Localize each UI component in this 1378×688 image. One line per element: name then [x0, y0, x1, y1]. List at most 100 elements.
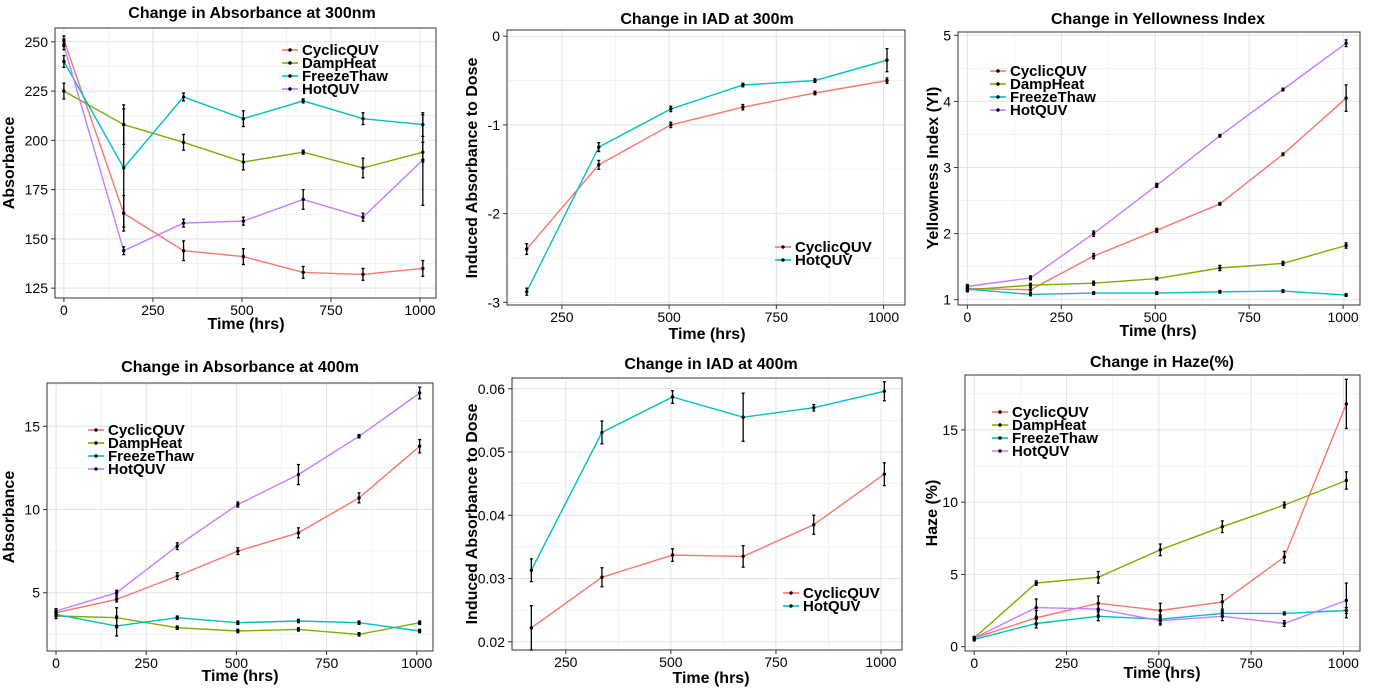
chart-title: Change in IAD at 300m: [620, 11, 793, 28]
data-point: [1281, 87, 1285, 92]
y-tick-label: 125: [25, 280, 49, 296]
x-tick-label: 750: [315, 655, 339, 671]
data-point: [670, 553, 675, 557]
legend-marker: [998, 449, 1002, 453]
data-point: [1344, 402, 1349, 406]
legend-label: CyclicQUV: [108, 422, 185, 439]
data-point: [296, 531, 301, 535]
legend-marker: [996, 108, 1000, 112]
legend-label: FreezeThaw: [108, 448, 194, 465]
data-point: [421, 266, 425, 271]
y-tick-label: 5: [32, 585, 40, 601]
y-tick-label: 0: [492, 28, 500, 44]
data-point: [54, 609, 58, 613]
series-line: [530, 473, 885, 629]
data-point: [1282, 503, 1287, 507]
x-tick-label: 750: [1237, 309, 1261, 325]
y-tick-label: 225: [25, 83, 49, 99]
data-point: [1281, 261, 1285, 266]
x-tick-label: 1000: [865, 654, 896, 670]
chart-panel-3: 0 250 500 750 1000 1 2 3 4 5 Change in Yellowness …: [925, 11, 1361, 340]
legend-label: CyclicQUV: [302, 42, 379, 59]
legend-label: CyclicQUV: [803, 585, 880, 602]
series-line: [530, 390, 885, 571]
data-point: [669, 107, 673, 111]
y-tick-label: 15: [24, 418, 40, 434]
y-tick-label: 0.02: [478, 634, 505, 650]
data-point: [175, 616, 179, 620]
data-point: [882, 389, 887, 393]
x-tick-label: 500: [225, 655, 249, 671]
data-point: [1344, 478, 1349, 483]
legend-marker: [998, 436, 1002, 440]
data-point: [600, 575, 604, 579]
data-point: [1220, 525, 1225, 529]
data-point: [301, 99, 305, 103]
x-axis-label: Time (hrs): [207, 316, 284, 333]
data-point: [62, 38, 66, 42]
data-point: [1218, 134, 1222, 138]
data-point: [417, 444, 422, 448]
legend-label: DampHeat: [1010, 76, 1084, 93]
series-HotQUV: [62, 41, 425, 256]
data-point: [122, 249, 126, 253]
legend-label: DampHeat: [1012, 417, 1086, 434]
chart-title: Change in Yellowness Index: [1051, 11, 1265, 28]
series-HotQUV: [529, 381, 887, 583]
data-point: [885, 78, 889, 83]
x-tick-label: 0: [963, 309, 971, 325]
data-point: [357, 632, 361, 637]
data-point: [296, 627, 301, 632]
data-point: [301, 270, 305, 275]
data-point: [114, 597, 119, 602]
x-axis-label: Time (hrs): [672, 670, 749, 687]
y-axis-label: Induced Absorbance to Dose: [464, 404, 481, 625]
y-axis-label: Induced Absorbance to Dose: [464, 58, 481, 279]
chart-panel-2: 250 500 750 1000 -3 -2 -1 0 Change in IAD at 300…: [464, 11, 906, 343]
data-point: [357, 434, 361, 438]
data-point: [1218, 202, 1222, 206]
legend-marker: [288, 87, 292, 91]
data-point: [181, 249, 186, 253]
plot-border: [54, 27, 437, 299]
legend-marker: [998, 410, 1002, 414]
data-point: [296, 619, 301, 623]
y-tick-label: 2: [943, 226, 951, 242]
x-tick-label: 0: [52, 655, 60, 671]
data-point: [1096, 575, 1100, 580]
data-point: [1158, 548, 1162, 552]
data-point: [361, 116, 365, 121]
x-tick-label: 500: [230, 302, 254, 318]
x-tick-label: 500: [1144, 309, 1168, 325]
data-point: [361, 166, 365, 170]
x-tick-label: 500: [657, 309, 681, 325]
chart-panel-5: 250 500 750 1000 0.02 0.03 0.04 0.05 0.06 Change …: [464, 356, 903, 687]
legend-label: HotQUV: [1012, 443, 1070, 460]
x-tick-label: 500: [1147, 655, 1171, 671]
legend-label: FreezeThaw: [1012, 430, 1098, 447]
data-point: [1155, 276, 1159, 281]
legend-marker: [996, 82, 1000, 86]
data-point: [525, 247, 529, 251]
x-tick-label: 750: [764, 654, 788, 670]
y-tick-label: 175: [25, 182, 49, 198]
x-tick-label: 750: [319, 302, 343, 318]
y-tick-label: 10: [942, 494, 958, 510]
y-tick-label: -1: [488, 117, 501, 133]
legend-label: HotQUV: [803, 598, 861, 615]
series-HotQUV: [525, 47, 889, 296]
data-point: [1091, 231, 1096, 236]
y-tick-label: 4: [943, 93, 951, 109]
data-point: [965, 284, 970, 289]
legend-label: FreezeThaw: [1010, 89, 1096, 106]
data-point: [357, 496, 361, 500]
legend-label: HotQUV: [795, 252, 853, 269]
data-point: [1091, 254, 1096, 258]
x-tick-label: 0: [970, 655, 978, 671]
y-tick-label: -3: [488, 294, 501, 310]
